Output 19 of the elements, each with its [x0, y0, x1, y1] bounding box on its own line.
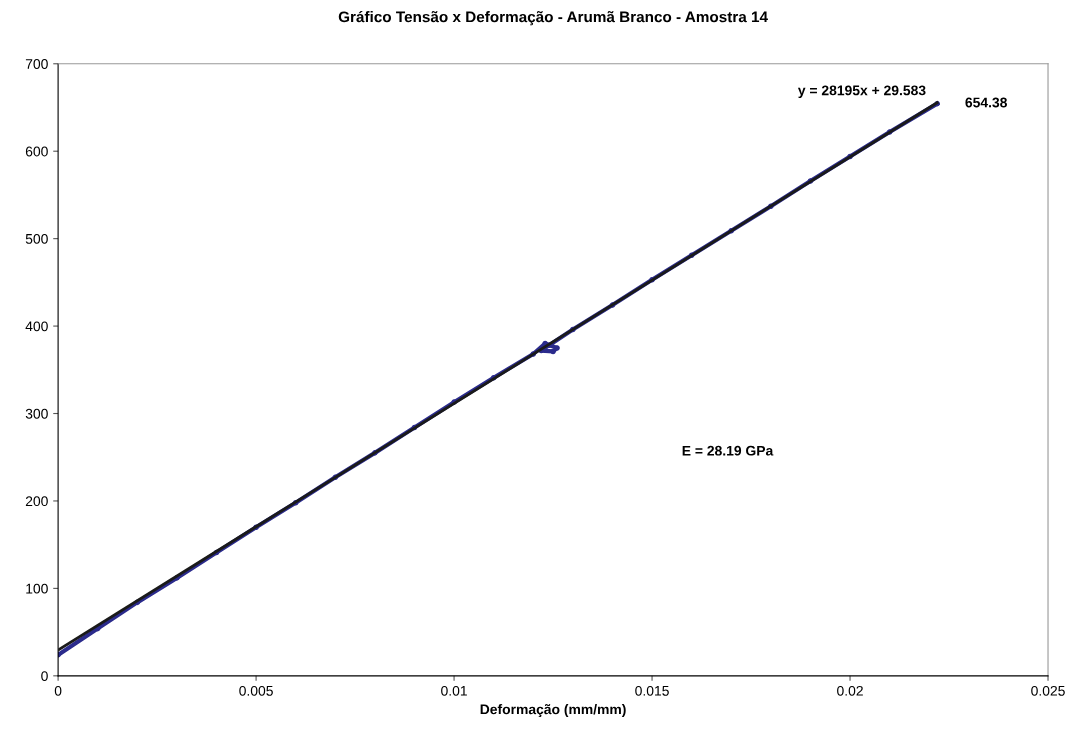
annotation: y = 28195x + 29.583 — [797, 85, 926, 99]
annotation: 654.38 — [965, 97, 1007, 108]
x-tick-label: 0.025 — [1031, 685, 1065, 696]
y-tick-label: 200 — [25, 496, 48, 507]
x-tick-label: 0.015 — [635, 685, 669, 696]
x-tick-label: 0.02 — [837, 685, 863, 696]
y-tick-label: 500 — [25, 233, 48, 244]
y-tick-label: 400 — [25, 321, 48, 332]
x-tick-label: 0.01 — [441, 685, 467, 696]
x-tick-label: 0.005 — [239, 685, 273, 696]
y-tick-label: 700 — [25, 59, 48, 69]
y-tick-label: 0 — [41, 671, 48, 681]
x-tick-label: 0 — [54, 685, 62, 696]
chart-title: Gráfico Tensão x Deformação - Arumã Branco - Amostra 14 — [338, 10, 768, 26]
x-axis-title: Deformação (mm/mm) — [480, 704, 626, 717]
y-tick-label: 300 — [25, 408, 48, 419]
y-tick-label: 100 — [26, 583, 48, 594]
annotation: E = 28.19 GPa — [682, 445, 774, 456]
y-tick-label: 600 — [25, 146, 48, 157]
